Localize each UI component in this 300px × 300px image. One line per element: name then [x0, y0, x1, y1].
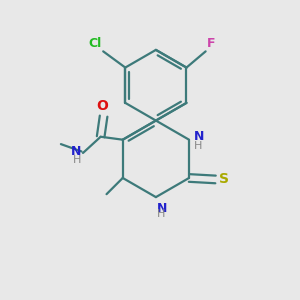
- Text: F: F: [206, 37, 215, 50]
- Text: N: N: [158, 202, 168, 214]
- Text: H: H: [73, 155, 82, 165]
- Text: O: O: [96, 99, 108, 112]
- Text: H: H: [194, 141, 203, 151]
- Text: N: N: [194, 130, 205, 143]
- Text: S: S: [219, 172, 229, 186]
- Text: N: N: [71, 145, 82, 158]
- Text: H: H: [158, 209, 166, 220]
- Text: Cl: Cl: [88, 37, 102, 50]
